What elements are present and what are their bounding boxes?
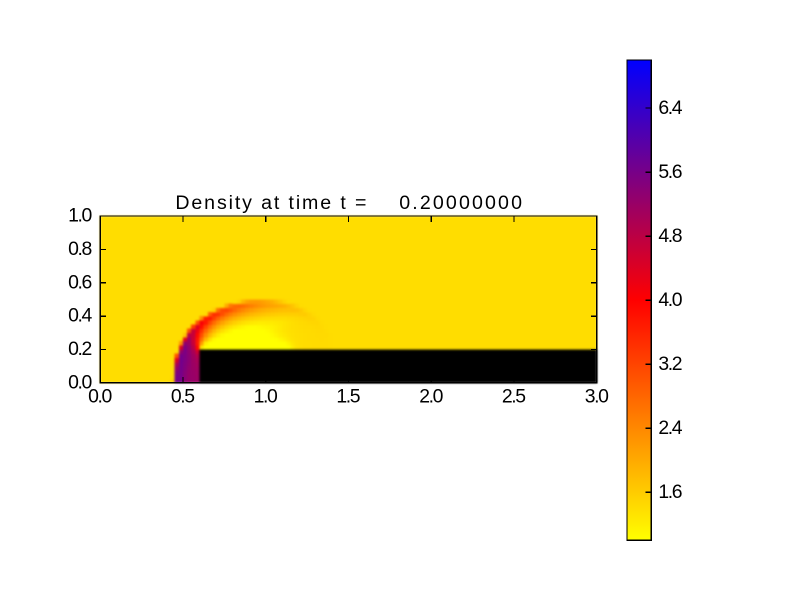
svg-text:4.0: 4.0 — [658, 289, 682, 311]
svg-text:0.20000000: 0.20000000 — [399, 192, 522, 214]
svg-text:0.4: 0.4 — [68, 305, 92, 327]
svg-text:3.2: 3.2 — [658, 353, 682, 375]
svg-text:1.5: 1.5 — [336, 385, 360, 407]
svg-text:Density at time t =: Density at time t = — [175, 192, 366, 214]
svg-text:0.0: 0.0 — [88, 385, 112, 407]
svg-text:2.5: 2.5 — [502, 385, 526, 407]
svg-text:0.8: 0.8 — [68, 238, 92, 260]
svg-text:4.8: 4.8 — [658, 225, 682, 247]
svg-text:1.6: 1.6 — [658, 481, 682, 503]
svg-text:5.6: 5.6 — [658, 161, 682, 183]
svg-text:6.4: 6.4 — [658, 97, 682, 119]
svg-text:1.0: 1.0 — [68, 205, 92, 227]
svg-text:2.0: 2.0 — [419, 385, 443, 407]
svg-text:0.2: 0.2 — [68, 338, 92, 360]
svg-text:2.4: 2.4 — [658, 417, 682, 439]
svg-text:0.6: 0.6 — [68, 271, 92, 293]
svg-text:3.0: 3.0 — [585, 385, 609, 407]
svg-text:0.0: 0.0 — [68, 372, 92, 394]
svg-text:1.0: 1.0 — [254, 385, 278, 407]
svg-text:0.5: 0.5 — [171, 385, 195, 407]
